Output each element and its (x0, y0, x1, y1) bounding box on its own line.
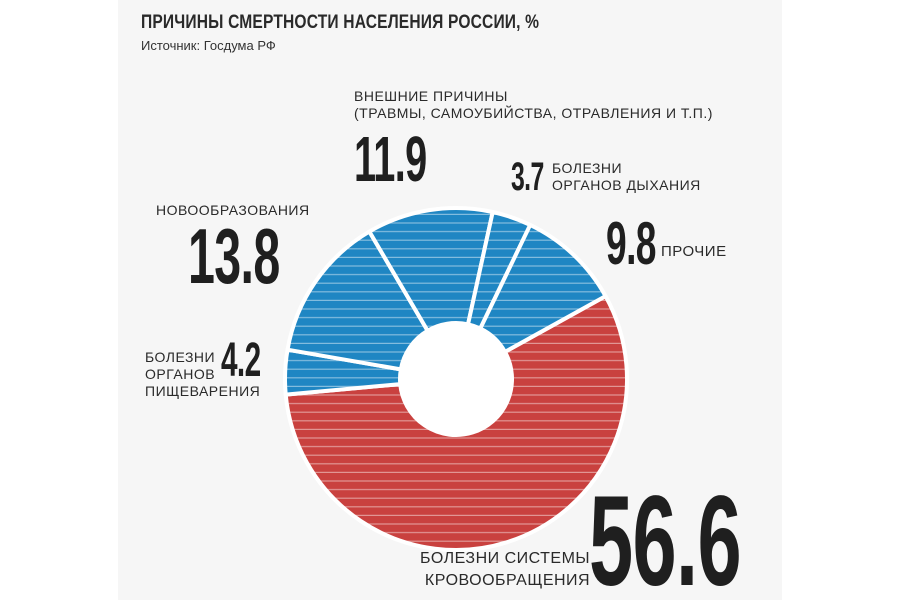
chart-source: Источник: Госдума РФ (141, 38, 276, 53)
slice-stripes-respiratory (468, 211, 531, 329)
slice-value-circulatory: 56.6 (589, 470, 742, 613)
donut-chart (283, 206, 629, 552)
slice-label-neoplasms: НОВООБРАЗОВАНИЯ (156, 202, 310, 218)
slice-value-respiratory: 3.7 (511, 155, 544, 199)
slice-label-external: ВНЕШНИЕ ПРИЧИНЫ (ТРАВМЫ, САМОУБИЙСТВА, О… (354, 88, 713, 121)
slice-stripes-external (369, 207, 493, 331)
slice-stripes-neoplasms (287, 231, 428, 370)
slice-value-external: 11.9 (354, 123, 427, 195)
slice-stripes-digestive (284, 349, 401, 395)
slice-label-respiratory: БОЛЕЗНИ ОРГАНОВ ДЫХАНИЯ (552, 160, 701, 193)
chart-title: ПРИЧИНЫ СМЕРТНОСТИ НАСЕЛЕНИЯ РОССИИ, % (141, 12, 540, 33)
slice-stripes-other (480, 224, 606, 352)
donut-hole (400, 323, 512, 435)
slice-value-digestive: 4.2 (221, 334, 261, 387)
slice-label-digestive: БОЛЕЗНИ ОРГАНОВ ПИЩЕВАРЕНИЯ (145, 349, 261, 399)
slice-value-other: 9.8 (606, 210, 656, 277)
slice-stripes-circulatory (285, 296, 627, 550)
slice-label-other: ПРОЧИЕ (661, 243, 727, 260)
slice-label-circulatory: БОЛЕЗНИ СИСТЕМЫ КРОВООБРАЩЕНИЯ (420, 550, 591, 589)
slice-value-neoplasms: 13.8 (188, 212, 280, 300)
